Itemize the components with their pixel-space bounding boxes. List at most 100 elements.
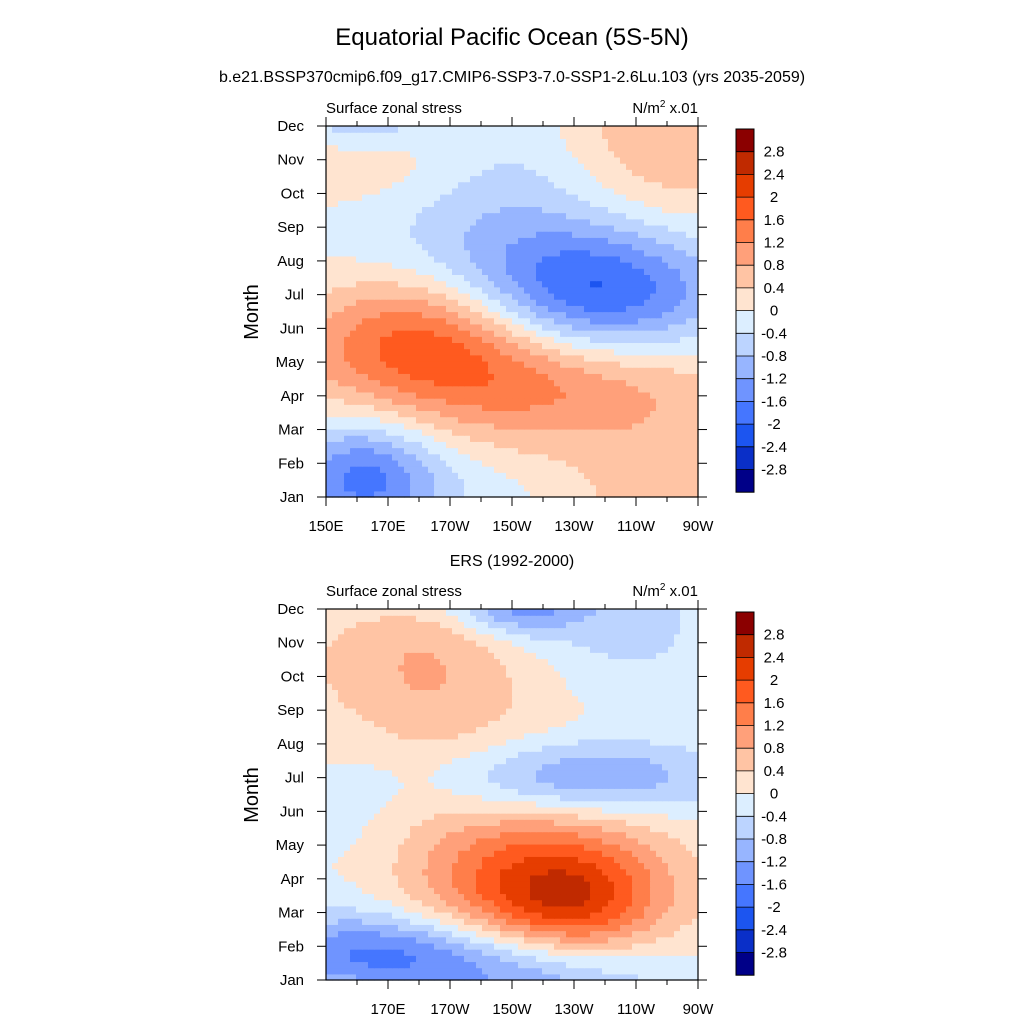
contour-cell — [686, 967, 693, 975]
contour-cell — [524, 286, 531, 294]
contour-cell — [512, 286, 519, 294]
contour-cell — [488, 441, 495, 449]
contour-cell — [626, 206, 633, 214]
contour-cell — [620, 967, 627, 975]
contour-cell — [356, 200, 363, 207]
contour-cell — [326, 379, 333, 387]
contour-cell — [392, 961, 399, 969]
contour-cell — [416, 379, 423, 387]
contour-cell — [638, 441, 645, 449]
contour-cell — [536, 949, 543, 956]
contour-cell — [632, 385, 639, 393]
contour-cell — [692, 466, 699, 473]
contour-cell — [692, 218, 699, 226]
contour-cell — [548, 428, 555, 436]
contour-cell — [452, 453, 459, 461]
contour-cell — [674, 280, 681, 288]
contour-cell — [398, 336, 405, 344]
contour-cell — [536, 881, 543, 888]
contour-cell — [512, 156, 519, 164]
contour-cell — [578, 286, 585, 294]
contour-cell — [440, 918, 447, 925]
contour-cell — [362, 342, 369, 350]
contour-cell — [398, 218, 405, 226]
contour-cell — [650, 237, 657, 245]
contour-cell — [410, 391, 417, 399]
contour-cell — [506, 905, 513, 913]
contour-cell — [554, 187, 561, 195]
contour-cell — [650, 918, 657, 925]
contour-cell — [650, 348, 657, 356]
contour-cell — [422, 961, 429, 969]
contour-cell — [620, 410, 627, 418]
contour-cell — [428, 905, 435, 913]
contour-cell — [662, 249, 669, 257]
contour-cell — [440, 367, 447, 374]
contour-cell — [332, 348, 339, 356]
contour-cell — [602, 218, 609, 226]
contour-cell — [662, 874, 669, 882]
contour-cell — [464, 973, 471, 981]
contour-cell — [422, 336, 429, 344]
contour-cell — [566, 490, 573, 498]
contour-cell — [392, 973, 399, 981]
contour-cell — [560, 231, 567, 238]
contour-cell — [356, 144, 363, 152]
contour-cell — [470, 367, 477, 374]
contour-cell — [500, 422, 507, 430]
contour-cell — [674, 348, 681, 356]
contour-cell — [512, 967, 519, 975]
contour-cell — [626, 862, 633, 870]
contour-cell — [392, 404, 399, 412]
contour-cell — [512, 274, 519, 282]
contour-cell — [398, 936, 405, 944]
contour-cell — [434, 484, 441, 492]
contour-cell — [446, 305, 453, 313]
contour-cell — [614, 435, 621, 442]
contour-cell — [644, 150, 651, 158]
contour-cell — [416, 961, 423, 969]
contour-cell — [578, 441, 585, 449]
contour-cell — [596, 887, 603, 895]
contour-cell — [584, 224, 591, 232]
contour-cell — [488, 404, 495, 412]
contour-cell — [476, 126, 483, 133]
contour-cell — [626, 874, 633, 882]
contour-cell — [692, 311, 699, 319]
contour-cell — [506, 237, 513, 245]
contour-cell — [506, 280, 513, 288]
contour-cell — [380, 342, 387, 350]
contour-cell — [560, 936, 567, 944]
contour-cell — [464, 286, 471, 294]
contour-cell — [578, 404, 585, 412]
contour-cell — [500, 317, 507, 325]
contour-cell — [590, 967, 597, 975]
contour-cell — [398, 918, 405, 925]
contour-cell — [380, 224, 387, 232]
contour-cell — [482, 224, 489, 232]
contour-cell — [590, 280, 597, 288]
contour-cell — [404, 899, 411, 907]
contour-cell — [506, 206, 513, 214]
panel-2-title: ERS (1992-2000) — [450, 553, 575, 570]
contour-cell — [398, 441, 405, 449]
contour-cell — [362, 317, 369, 325]
contour-cell — [686, 323, 693, 331]
contour-cell — [590, 150, 597, 158]
contour-cell — [686, 243, 693, 251]
contour-cell — [668, 237, 675, 245]
contour-cell — [686, 336, 693, 344]
contour-cell — [374, 961, 381, 969]
contour-cell — [350, 379, 357, 387]
contour-cell — [614, 955, 621, 963]
contour-cell — [326, 874, 333, 882]
contour-cell — [554, 255, 561, 263]
contour-cell — [668, 428, 675, 436]
contour-cell — [614, 163, 621, 170]
contour-cell — [572, 218, 579, 226]
contour-cell — [518, 881, 525, 888]
contour-cell — [434, 955, 441, 963]
contour-cell — [560, 478, 567, 486]
contour-cell — [464, 126, 471, 133]
contour-cell — [602, 868, 609, 876]
